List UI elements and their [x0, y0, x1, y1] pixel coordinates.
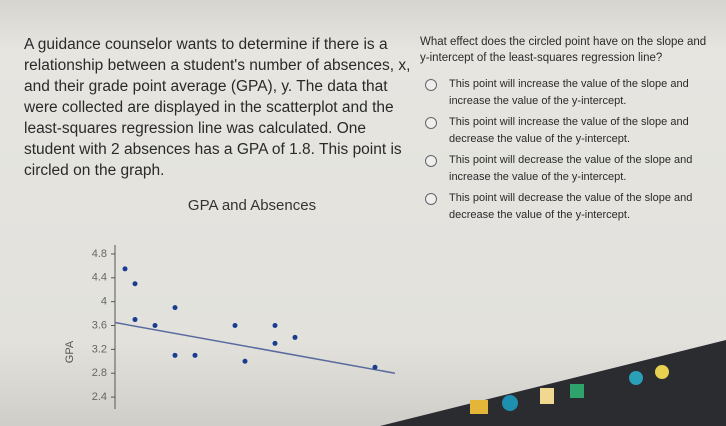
question: What effect does the circled point have … — [420, 36, 707, 64]
passage: A guidance counselor wants to determine … — [24, 36, 411, 179]
data-point — [172, 305, 178, 311]
data-point — [192, 352, 198, 358]
y-tick-label: 3.2 — [92, 343, 107, 355]
radio-button[interactable] — [425, 155, 437, 167]
y-tick-label: 4.4 — [92, 272, 107, 284]
y-tick-label: 2.4 — [92, 391, 107, 403]
data-point — [272, 323, 278, 329]
taskbar-icon — [502, 395, 518, 411]
y-tick-label: 4.8 — [92, 248, 107, 260]
data-point — [232, 323, 238, 329]
option-text: This point will increase the value of th… — [449, 78, 689, 107]
option[interactable]: This point will increase the value of th… — [425, 114, 726, 148]
taskbar-icon — [570, 384, 584, 398]
radio-button[interactable] — [425, 79, 437, 91]
regression-line — [114, 321, 396, 374]
radio-button[interactable] — [425, 117, 437, 129]
taskbar-icon — [629, 371, 643, 385]
data-point — [272, 340, 278, 346]
option[interactable]: This point will decrease the value of th… — [425, 190, 726, 224]
option-text: This point will decrease the value of th… — [449, 154, 693, 183]
y-tick-label: 4 — [101, 296, 107, 308]
data-point — [372, 364, 378, 370]
option-text: This point will decrease the value of th… — [449, 192, 693, 221]
y-tick-label: 3.6 — [92, 319, 107, 331]
data-point — [132, 281, 138, 287]
radio-button[interactable] — [425, 193, 437, 205]
y-tick-label: 2.8 — [92, 367, 107, 379]
data-point — [122, 266, 128, 272]
option[interactable]: This point will increase the value of th… — [425, 76, 726, 110]
taskbar-icon — [655, 365, 669, 379]
data-point — [152, 323, 158, 329]
option[interactable]: This point will decrease the value of th… — [425, 152, 726, 186]
y-axis-label: GPA — [64, 340, 76, 363]
data-point — [172, 352, 178, 358]
data-point — [132, 317, 138, 323]
data-point — [242, 358, 248, 364]
taskbar-icon — [540, 388, 554, 404]
data-point — [292, 334, 298, 340]
option-text: This point will increase the value of th… — [449, 116, 689, 145]
chart-title: GPA and Absences — [188, 197, 316, 214]
taskbar-icon — [470, 400, 488, 414]
taskbar-shadow — [380, 340, 726, 426]
